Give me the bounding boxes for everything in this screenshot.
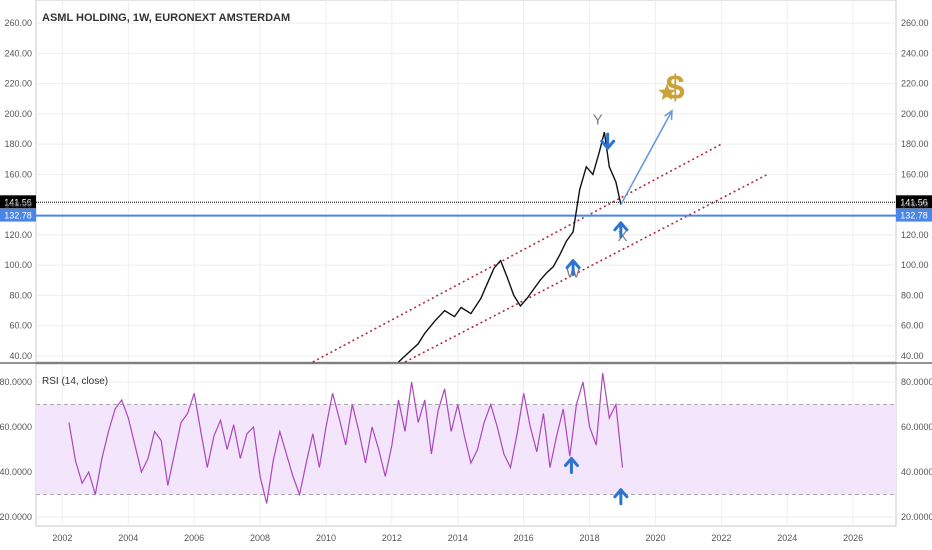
price-tag-left: 141.56 xyxy=(4,197,32,207)
x-tick-label: 2008 xyxy=(250,533,270,543)
price-series-layer xyxy=(68,131,624,504)
price-tag-left: 132.78 xyxy=(4,211,32,221)
y-tick-label-right: 180.00 xyxy=(901,139,929,149)
projection-arrow-line xyxy=(620,110,673,206)
x-tick-label: 2014 xyxy=(448,533,468,543)
y-tick-label-left: 240.00 xyxy=(4,48,32,58)
y-tick-label-left: 260.00 xyxy=(4,18,32,28)
rsi-tick-label-left: 80.0000 xyxy=(0,377,32,387)
y-tick-label-right: 220.00 xyxy=(901,79,929,89)
y-tick-label-left: 80.00 xyxy=(9,290,32,300)
x-tick-label: 2026 xyxy=(843,533,863,543)
rsi-tick-label-right: 60.0000 xyxy=(901,422,932,432)
x-tick-label: 2010 xyxy=(316,533,336,543)
rsi-tick-label-left: 20.0000 xyxy=(0,512,32,522)
wave-label-y: Y xyxy=(593,111,603,128)
y-tick-label-right: 120.00 xyxy=(901,230,929,240)
price-tag-left-bg xyxy=(0,195,36,209)
trend-lines-layer: 141.56 141.56 132.78 132.78 xyxy=(0,143,932,363)
x-tick-label: 2006 xyxy=(184,533,204,543)
arrow-up-icon-x xyxy=(613,221,629,239)
y-tick-label-right: 140.00 xyxy=(901,200,929,210)
y-tick-label-left: 60.00 xyxy=(9,321,32,331)
price-tag-right: 132.78 xyxy=(900,211,928,221)
y-tick-label-left: 200.00 xyxy=(4,109,32,119)
y-tick-label-right: 160.00 xyxy=(901,169,929,179)
wave-label-x: X xyxy=(618,228,628,245)
rsi-tick-label-right: 20.0000 xyxy=(901,512,932,522)
rsi-tick-label-left: 60.0000 xyxy=(0,422,32,432)
y-tick-label-right: 60.00 xyxy=(901,321,924,331)
y-tick-label-left: 100.00 xyxy=(4,260,32,270)
rsi-tick-label-right: 80.0000 xyxy=(901,377,932,387)
x-tick-label: 2020 xyxy=(645,533,665,543)
annotations-layer: YWX$ xyxy=(563,69,685,506)
rsi-band xyxy=(36,404,896,495)
rsi-arrow-up-icon-2 xyxy=(613,488,629,506)
arrow-down-icon-y xyxy=(600,132,616,150)
price-tag-left-bg xyxy=(0,208,36,222)
price-series-line xyxy=(398,131,622,363)
star-icon xyxy=(658,83,676,100)
price-tag-right-bg xyxy=(896,208,932,222)
y-tick-label-left: 40.00 xyxy=(9,351,32,361)
y-tick-label-right: 260.00 xyxy=(901,18,929,28)
channel-line-1 xyxy=(312,143,722,363)
rsi-band-layer xyxy=(36,404,896,495)
y-tick-label-left: 140.00 xyxy=(4,200,32,210)
x-tick-label: 2018 xyxy=(580,533,600,543)
axis-layer: 2002 2004 2006 2008 2010 2012 2014 2016 2018 2020… xyxy=(0,18,932,543)
y-tick-label-right: 200.00 xyxy=(901,109,929,119)
price-pane-frame xyxy=(35,0,897,363)
x-tick-label: 2016 xyxy=(514,533,534,543)
rsi-arrow-up-icon-1 xyxy=(563,457,579,474)
price-tag-right-bg xyxy=(896,195,932,209)
dollar-sign-annotation: $ xyxy=(666,69,685,107)
rsi-title: RSI (14, close) xyxy=(42,376,108,387)
x-tick-label: 2004 xyxy=(118,533,138,543)
x-tick-label: 2022 xyxy=(711,533,731,543)
rsi-tick-label-left: 40.0000 xyxy=(0,467,32,477)
y-tick-label-left: 220.00 xyxy=(4,79,32,89)
y-tick-label-right: 40.00 xyxy=(901,351,924,361)
arrow-up-icon-w xyxy=(565,259,581,277)
price-tag-right: 141.56 xyxy=(900,197,928,207)
y-tick-label-right: 80.00 xyxy=(901,290,924,300)
y-tick-label-left: 180.00 xyxy=(4,139,32,149)
rsi-series-line xyxy=(68,372,624,504)
y-tick-label-left: 120.00 xyxy=(4,230,32,240)
chart-title: ASML HOLDING, 1W, EURONEXT AMSTERDAM xyxy=(42,12,290,24)
y-tick-label-right: 240.00 xyxy=(901,48,929,58)
rsi-tick-label-right: 40.0000 xyxy=(901,467,932,477)
y-tick-label-left: 160.00 xyxy=(4,169,32,179)
channel-line-2 xyxy=(404,173,768,363)
x-tick-label: 2012 xyxy=(382,533,402,543)
y-tick-label-right: 100.00 xyxy=(901,260,929,270)
x-tick-label: 2002 xyxy=(52,533,72,543)
x-tick-label: 2024 xyxy=(777,533,797,543)
projection-arrow-head xyxy=(664,109,673,120)
